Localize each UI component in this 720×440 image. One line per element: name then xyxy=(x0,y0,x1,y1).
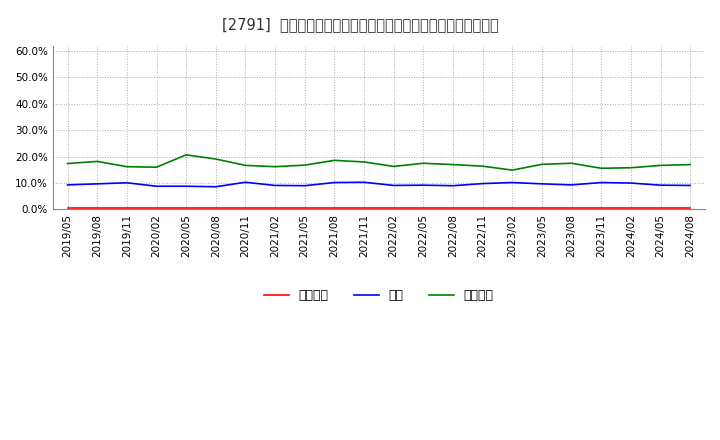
売上債権 xyxy=(93,205,102,210)
買入債務 xyxy=(478,164,487,169)
在庫 xyxy=(449,183,457,188)
売上債権 xyxy=(656,205,665,210)
買入債務 xyxy=(152,165,161,170)
在庫 xyxy=(122,180,131,185)
在庫 xyxy=(567,182,576,187)
売上債権 xyxy=(478,205,487,210)
買入債務 xyxy=(241,163,250,168)
Text: [2791]  売上債権、在庫、買入債務の総資産に対する比率の推移: [2791] 売上債権、在庫、買入債務の総資産に対する比率の推移 xyxy=(222,18,498,33)
在庫 xyxy=(360,180,369,185)
在庫 xyxy=(538,181,546,187)
在庫 xyxy=(686,183,695,188)
買入債務 xyxy=(390,164,398,169)
売上債権 xyxy=(538,205,546,210)
在庫 xyxy=(478,181,487,186)
在庫 xyxy=(597,180,606,185)
買入債務 xyxy=(626,165,635,170)
売上債権 xyxy=(330,205,338,210)
在庫 xyxy=(212,184,220,189)
買入債務 xyxy=(330,158,338,163)
買入債務 xyxy=(122,164,131,169)
在庫 xyxy=(300,183,309,188)
Line: 在庫: 在庫 xyxy=(68,182,690,187)
在庫 xyxy=(241,180,250,185)
売上債権 xyxy=(360,205,369,210)
買入債務 xyxy=(182,152,191,158)
売上債権 xyxy=(152,205,161,210)
売上債権 xyxy=(508,205,517,210)
売上債権 xyxy=(597,205,606,210)
Line: 買入債務: 買入債務 xyxy=(68,155,690,170)
売上債権 xyxy=(182,205,191,210)
Legend: 売上債権, 在庫, 買入債務: 売上債権, 在庫, 買入債務 xyxy=(259,284,499,308)
売上債権 xyxy=(122,205,131,210)
買入債務 xyxy=(63,161,72,166)
買入債務 xyxy=(686,162,695,167)
買入債務 xyxy=(449,162,457,167)
売上債権 xyxy=(241,205,250,210)
売上債権 xyxy=(212,205,220,210)
在庫 xyxy=(626,180,635,186)
在庫 xyxy=(419,183,428,188)
在庫 xyxy=(508,180,517,185)
在庫 xyxy=(390,183,398,188)
売上債権 xyxy=(567,205,576,210)
買入債務 xyxy=(93,159,102,164)
在庫 xyxy=(330,180,338,185)
在庫 xyxy=(93,181,102,187)
売上債権 xyxy=(271,205,279,210)
買入債務 xyxy=(419,161,428,166)
買入債務 xyxy=(508,168,517,173)
売上債権 xyxy=(626,205,635,210)
売上債権 xyxy=(390,205,398,210)
在庫 xyxy=(271,183,279,188)
買入債務 xyxy=(597,165,606,171)
在庫 xyxy=(63,182,72,187)
在庫 xyxy=(656,183,665,188)
買入債務 xyxy=(271,164,279,169)
売上債権 xyxy=(300,205,309,210)
在庫 xyxy=(152,183,161,189)
売上債権 xyxy=(419,205,428,210)
買入債務 xyxy=(360,159,369,165)
買入債務 xyxy=(656,163,665,168)
買入債務 xyxy=(567,161,576,166)
売上債権 xyxy=(63,205,72,210)
在庫 xyxy=(182,183,191,189)
買入債務 xyxy=(538,161,546,167)
売上債権 xyxy=(686,205,695,210)
売上債権 xyxy=(449,205,457,210)
買入債務 xyxy=(300,162,309,168)
買入債務 xyxy=(212,156,220,161)
